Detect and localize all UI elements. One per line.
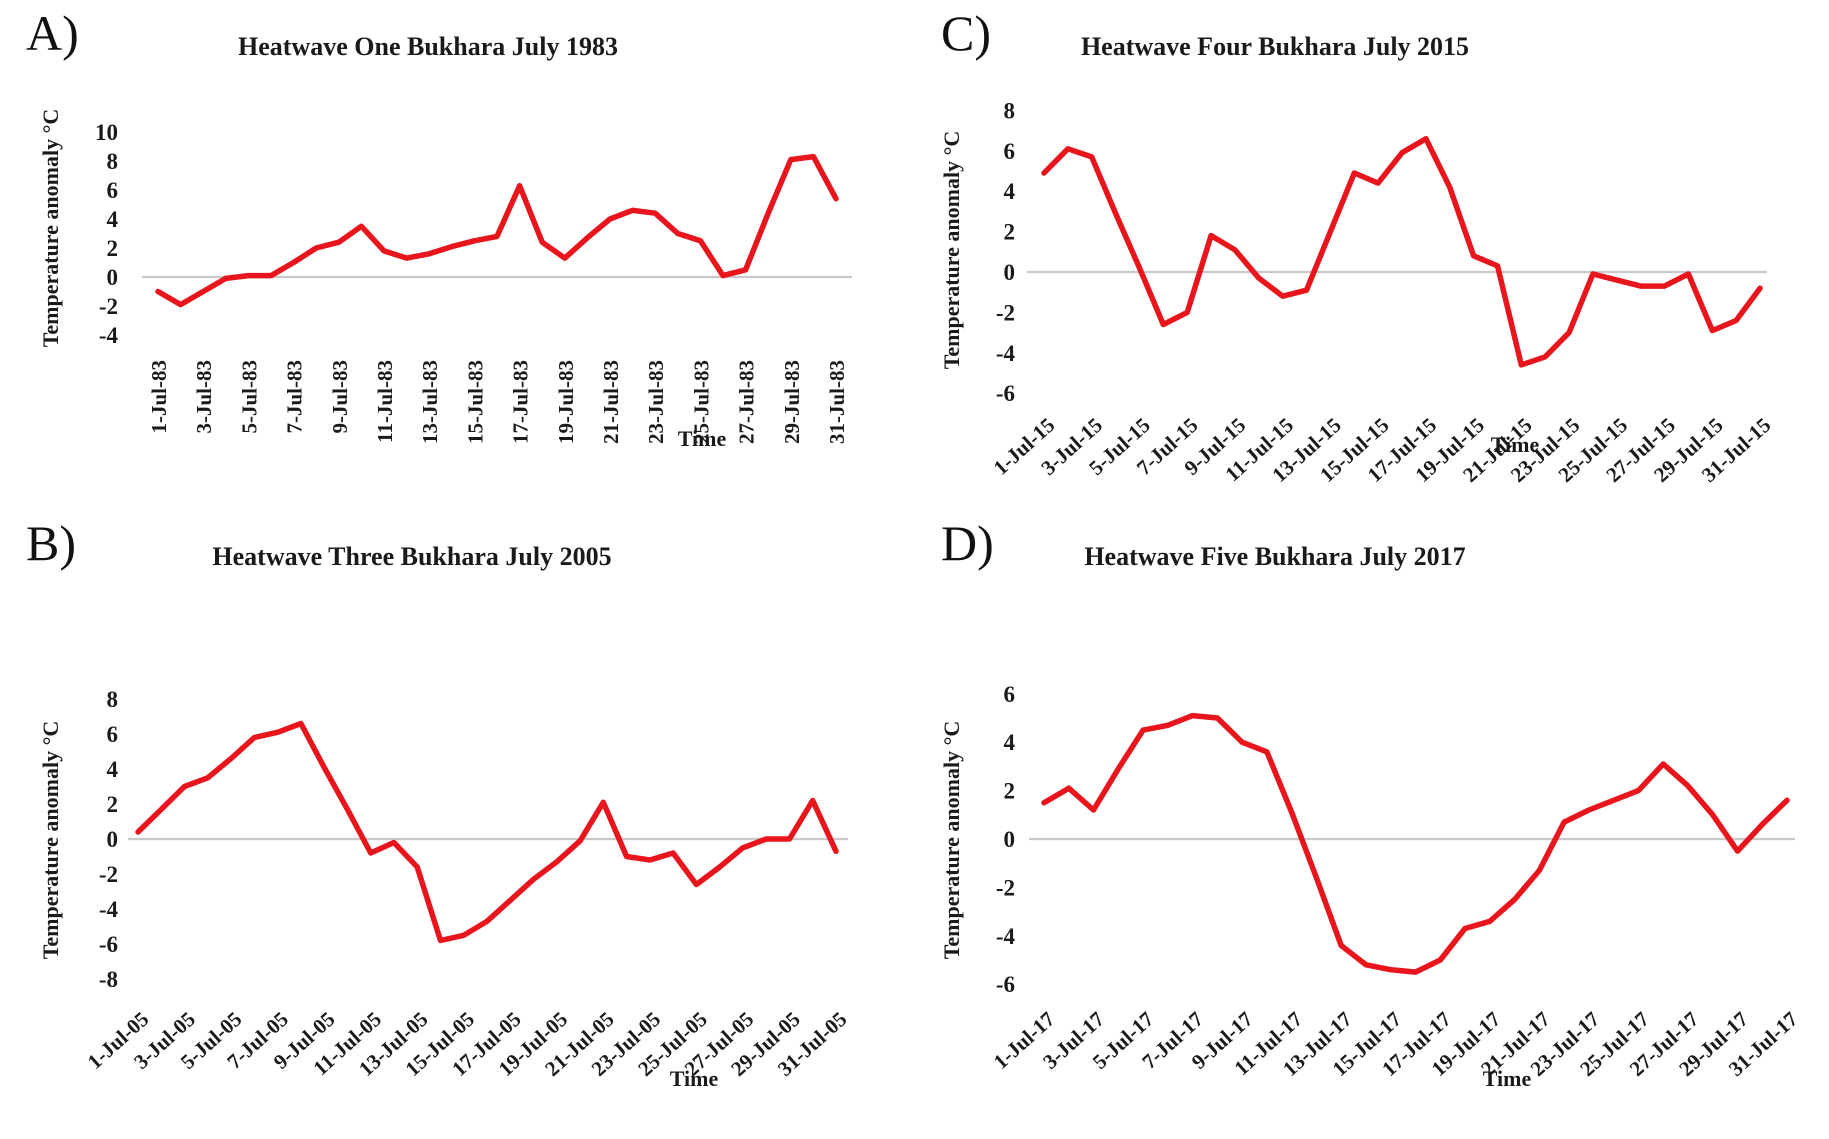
temperature-anomaly-series — [1041, 712, 1790, 975]
x-tick-label: 9-Jul-83 — [328, 360, 352, 434]
x-tick-label: 11-Jul-83 — [373, 360, 397, 443]
y-tick-label: 0 — [107, 265, 119, 290]
y-tick-label: 4 — [1004, 179, 1016, 204]
panel-a-chart: 10 8 6 4 2 0 -2 -4 Temperature anomaly °C 1-Jul-8… — [38, 109, 852, 451]
y-tick-label: 6 — [1004, 682, 1016, 707]
x-axis-title-time: Time — [1483, 1066, 1532, 1091]
x-tick-label: 13-Jul-83 — [418, 360, 442, 444]
temperature-anomaly-series — [135, 720, 839, 944]
y-tick-label: -2 — [996, 875, 1015, 900]
y-tick-label: -2 — [996, 300, 1015, 325]
y-tick-label: 2 — [1004, 779, 1016, 804]
y-tick-label: -6 — [996, 381, 1015, 406]
x-tick-label: 17-Jul-83 — [509, 360, 533, 444]
panel-c-title: Heatwave Four Bukhara July 2015 — [1080, 32, 1470, 61]
y-axis-title: Temperature anomaly °C — [38, 721, 63, 960]
x-tick-label: 19-Jul-83 — [554, 360, 578, 444]
y-tick-label: 6 — [107, 178, 119, 203]
x-axis-title-time: Time — [678, 426, 727, 451]
panel-d-title: Heatwave Five Bukhara July 2017 — [1084, 542, 1466, 571]
panel-a-title: Heatwave One Bukhara July 1983 — [238, 32, 618, 61]
y-tick-label: -2 — [99, 862, 118, 887]
x-tick-label: 29-Jul-83 — [780, 360, 804, 444]
panel-b-title: Heatwave Three Bukhara July 2005 — [212, 542, 612, 571]
y-tick-label: -8 — [99, 967, 118, 992]
x-tick-label: 3-Jul-83 — [192, 360, 216, 434]
y-tick-label: -4 — [99, 897, 119, 922]
y-tick-label: 0 — [1004, 827, 1016, 852]
y-tick-label: -4 — [996, 341, 1016, 366]
y-tick-label: -6 — [996, 972, 1015, 997]
panel-a-heatwave-1983: A) Heatwave One Bukhara July 1983 10 8 6 4 2… — [0, 0, 915, 510]
y-axis-title: Temperature anomaly °C — [38, 109, 63, 348]
y-axis-title: Temperature anomaly °C — [939, 721, 964, 960]
y-tick-label: 0 — [107, 827, 119, 852]
temperature-anomaly-series — [1041, 135, 1763, 368]
temperature-anomaly-series — [155, 153, 839, 308]
y-tick-label: 0 — [1004, 260, 1016, 285]
y-tick-label: 10 — [95, 120, 118, 145]
panel-letter-d: D) — [941, 515, 994, 571]
y-tick-label: -4 — [99, 323, 119, 348]
x-tick-label: 27-Jul-83 — [735, 360, 759, 444]
x-axis-title-time: Time — [1491, 432, 1540, 457]
x-tick-label: 23-Jul-83 — [644, 360, 668, 444]
panel-c-heatwave-2015: C) Heatwave Four Bukhara July 2015 8 6 4 2 0… — [915, 0, 1829, 510]
y-tick-label: -4 — [996, 924, 1016, 949]
x-axis-title-time: Time — [670, 1066, 719, 1091]
panel-letter-a: A) — [26, 5, 79, 61]
y-tick-label: 8 — [107, 687, 119, 712]
panel-d-heatwave-2017: D) Heatwave Five Bukhara July 2017 6 4 2 0 -… — [915, 510, 1829, 1139]
y-tick-label: 2 — [107, 236, 119, 261]
y-axis-title: Temperature anomaly °C — [939, 131, 964, 370]
y-tick-label: -6 — [99, 932, 118, 957]
x-tick-label: 31-Jul-83 — [825, 360, 849, 444]
y-tick-label: 4 — [1004, 730, 1016, 755]
y-tick-label: 6 — [107, 722, 119, 747]
x-tick-label: 7-Jul-83 — [283, 360, 307, 434]
y-tick-label: 8 — [1004, 98, 1016, 123]
panel-letter-b: B) — [26, 515, 76, 571]
y-tick-label: 2 — [107, 792, 119, 817]
panel-letter-c: C) — [941, 5, 991, 61]
y-tick-label: 2 — [1004, 220, 1016, 245]
x-tick-label: 21-Jul-83 — [599, 360, 623, 444]
y-tick-label: 8 — [107, 149, 119, 174]
y-tick-label: 4 — [107, 757, 119, 782]
x-tick-label: 15-Jul-83 — [463, 360, 487, 444]
y-tick-label: 4 — [107, 207, 119, 232]
x-tick-label: 1-Jul-83 — [147, 360, 171, 434]
y-tick-label: -2 — [99, 294, 118, 319]
x-tick-label: 5-Jul-83 — [237, 360, 261, 434]
panel-b-heatwave-2005: B) Heatwave Three Bukhara July 2005 8 6 4 2… — [0, 510, 915, 1139]
y-tick-label: 6 — [1004, 139, 1016, 164]
x-tick-label: 25-Jul-83 — [689, 360, 713, 444]
